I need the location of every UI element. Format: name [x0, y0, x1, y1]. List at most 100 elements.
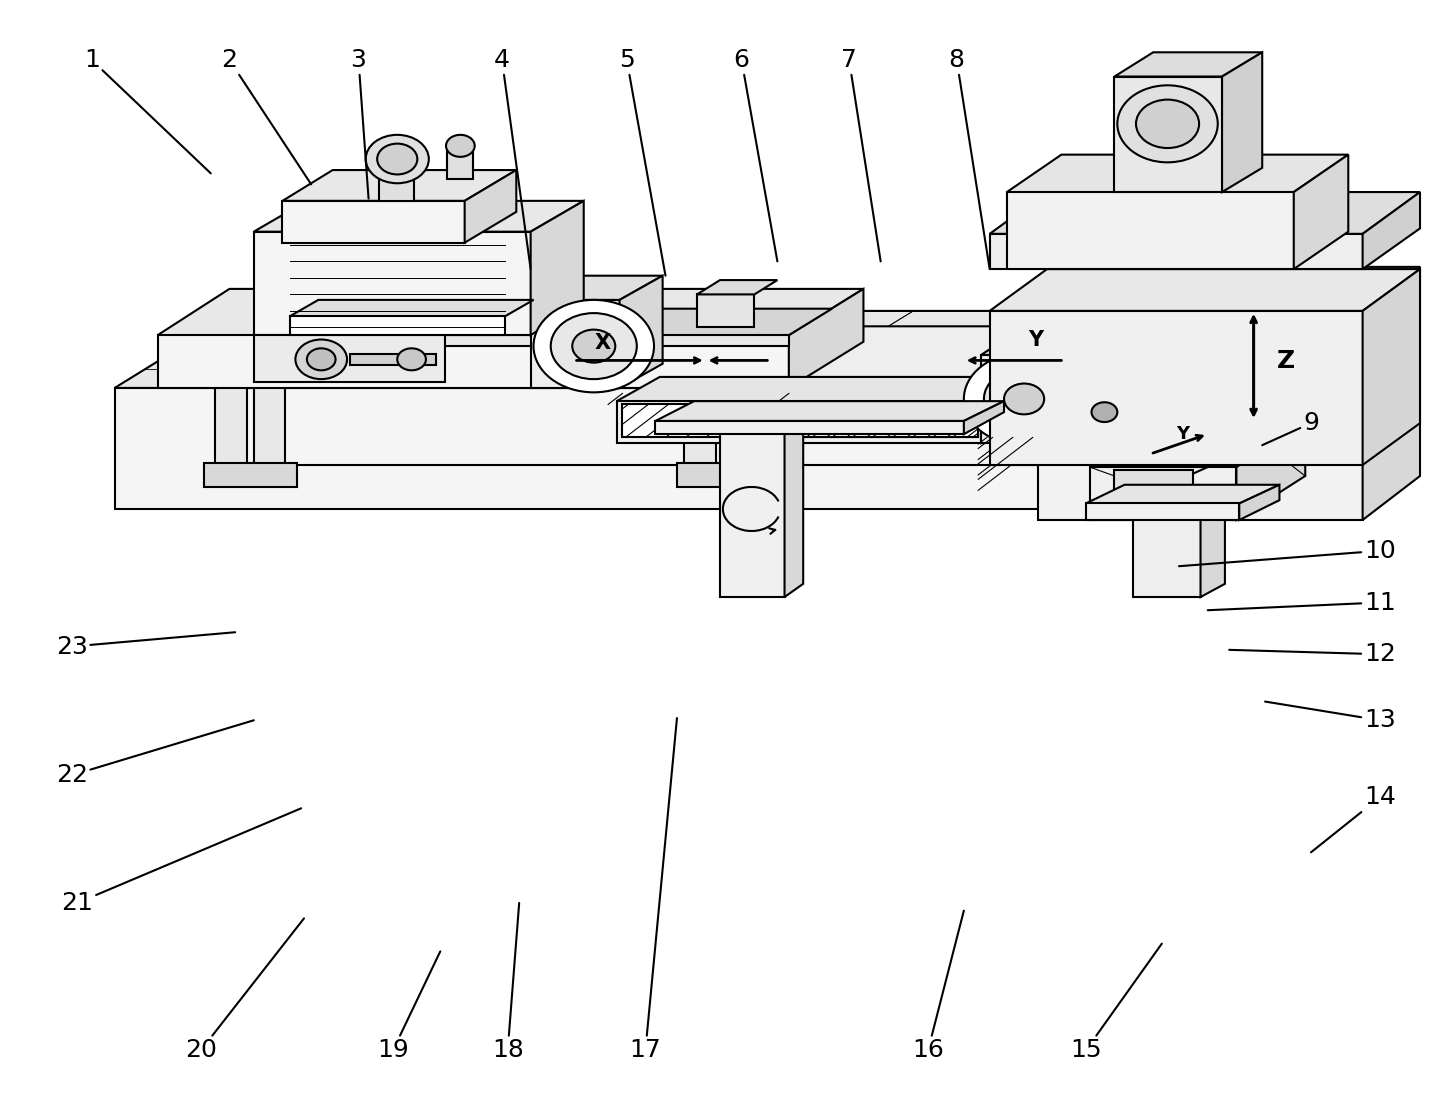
Bar: [379, 157, 415, 201]
Polygon shape: [655, 421, 963, 435]
Text: 6: 6: [733, 48, 778, 261]
Polygon shape: [720, 408, 804, 421]
Polygon shape: [1071, 377, 1136, 445]
Text: Z: Z: [1277, 349, 1295, 373]
Polygon shape: [321, 309, 832, 335]
Polygon shape: [465, 170, 517, 242]
Circle shape: [366, 135, 429, 184]
Polygon shape: [1086, 484, 1279, 503]
Text: 23: 23: [56, 633, 235, 658]
Text: 2: 2: [222, 48, 311, 185]
Polygon shape: [282, 170, 517, 201]
Polygon shape: [1038, 311, 1362, 520]
Polygon shape: [1362, 267, 1420, 520]
Text: 4: 4: [494, 48, 531, 269]
Circle shape: [377, 144, 418, 175]
Polygon shape: [1237, 424, 1305, 520]
Circle shape: [572, 330, 615, 363]
Polygon shape: [1115, 52, 1263, 76]
Polygon shape: [1362, 269, 1420, 465]
Polygon shape: [655, 401, 1004, 421]
Polygon shape: [1086, 503, 1240, 520]
Bar: [261, 307, 282, 335]
Polygon shape: [1293, 155, 1348, 269]
Circle shape: [307, 348, 336, 371]
Circle shape: [984, 368, 1064, 430]
Text: 18: 18: [492, 902, 524, 1063]
Polygon shape: [253, 335, 445, 383]
Polygon shape: [720, 421, 785, 597]
Polygon shape: [981, 355, 1067, 444]
Text: 9: 9: [1263, 411, 1319, 445]
Polygon shape: [989, 192, 1420, 233]
Polygon shape: [1136, 361, 1162, 445]
Polygon shape: [785, 408, 804, 597]
Polygon shape: [1205, 326, 1305, 465]
Text: 11: 11: [1208, 591, 1395, 615]
Circle shape: [1117, 85, 1218, 163]
Polygon shape: [1240, 484, 1279, 520]
Polygon shape: [1007, 155, 1348, 192]
Polygon shape: [1201, 489, 1225, 597]
Text: Y: Y: [1028, 330, 1043, 351]
Text: 13: 13: [1266, 701, 1395, 732]
Text: 1: 1: [84, 48, 210, 174]
Bar: [215, 335, 246, 467]
Text: 10: 10: [1179, 539, 1395, 566]
Polygon shape: [989, 233, 1362, 269]
Text: 15: 15: [1070, 943, 1162, 1063]
Polygon shape: [1090, 424, 1305, 467]
Bar: [448, 146, 474, 179]
Polygon shape: [1090, 467, 1237, 520]
Polygon shape: [531, 275, 662, 300]
Polygon shape: [1133, 503, 1201, 597]
Text: 8: 8: [949, 48, 989, 269]
Polygon shape: [253, 231, 531, 335]
Circle shape: [1004, 384, 1044, 415]
Circle shape: [295, 340, 347, 379]
Polygon shape: [158, 335, 789, 388]
Polygon shape: [268, 388, 1205, 465]
Polygon shape: [989, 269, 1420, 311]
Text: 21: 21: [62, 808, 301, 915]
Text: 14: 14: [1310, 785, 1395, 853]
Polygon shape: [1133, 489, 1225, 503]
Polygon shape: [789, 289, 864, 388]
Bar: [350, 354, 436, 365]
Text: 16: 16: [912, 910, 963, 1063]
Polygon shape: [531, 201, 583, 335]
Circle shape: [446, 135, 475, 157]
Polygon shape: [963, 401, 1004, 435]
Circle shape: [963, 353, 1084, 445]
Polygon shape: [1237, 311, 1362, 509]
Circle shape: [1064, 382, 1145, 444]
Circle shape: [1136, 100, 1200, 148]
Text: X: X: [595, 333, 611, 354]
Bar: [253, 335, 285, 467]
Polygon shape: [616, 401, 981, 444]
Bar: [723, 335, 755, 467]
Polygon shape: [531, 300, 619, 388]
Polygon shape: [1038, 267, 1420, 311]
Polygon shape: [1067, 331, 1104, 444]
Polygon shape: [282, 201, 465, 242]
Polygon shape: [268, 326, 1305, 388]
Polygon shape: [289, 316, 505, 335]
Polygon shape: [981, 331, 1104, 355]
Bar: [1115, 76, 1223, 192]
Bar: [1115, 470, 1194, 492]
Polygon shape: [1007, 192, 1293, 269]
Text: 7: 7: [841, 48, 881, 261]
Bar: [789, 405, 978, 438]
Circle shape: [534, 300, 654, 393]
Polygon shape: [289, 300, 534, 316]
Bar: [333, 300, 359, 335]
Text: 5: 5: [619, 48, 665, 275]
Polygon shape: [697, 280, 778, 294]
Polygon shape: [158, 289, 864, 335]
Text: Y: Y: [1176, 425, 1189, 442]
Polygon shape: [1136, 421, 1176, 432]
Polygon shape: [989, 311, 1362, 465]
Bar: [622, 405, 978, 438]
Polygon shape: [616, 377, 1024, 401]
